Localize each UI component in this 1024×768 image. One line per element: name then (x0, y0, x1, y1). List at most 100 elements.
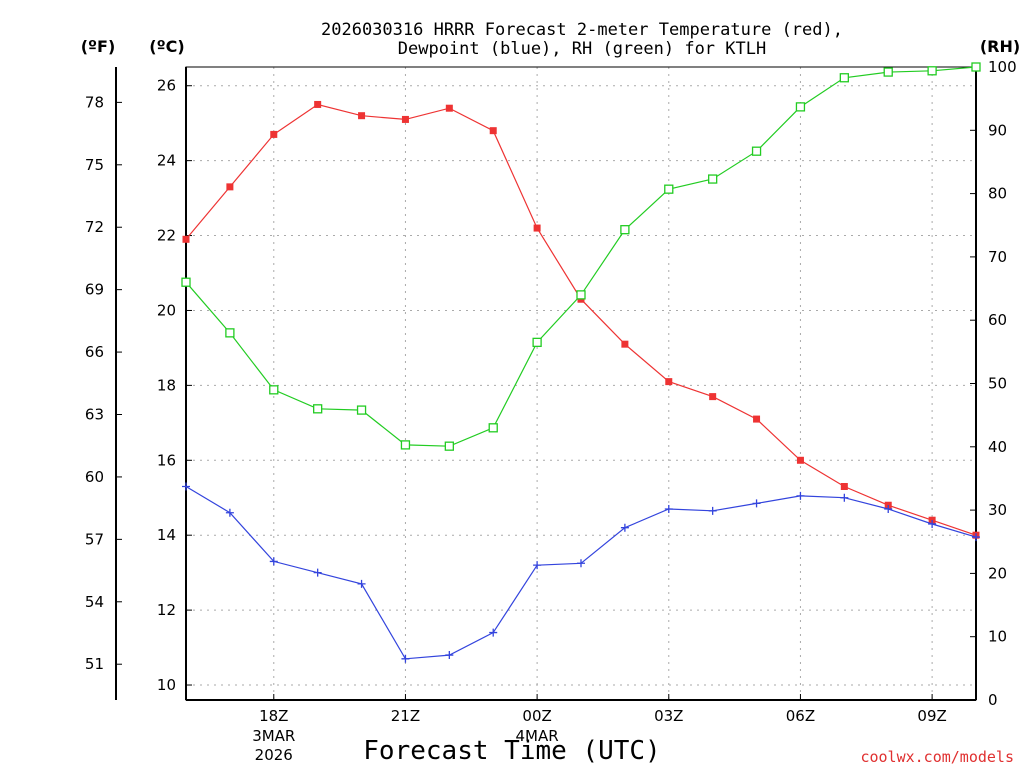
dewpoint-point (796, 491, 805, 500)
rh-point (181, 277, 191, 287)
rh-tick-label: 100 (988, 58, 1017, 76)
temperature-point (358, 112, 366, 120)
rh-point (708, 174, 718, 184)
temperature-line (185, 103, 977, 536)
dewpoint-point (533, 561, 542, 570)
rh-tick-label: 70 (988, 248, 1007, 266)
credit-text: coolwx.com/models (860, 748, 1014, 766)
rh-point (751, 146, 762, 156)
dewpoint-point (708, 506, 717, 515)
dewpoint-point (225, 508, 234, 517)
rh-tick-label: 80 (988, 185, 1007, 203)
dewpoint-point (313, 568, 322, 577)
dewpoint-point (577, 559, 585, 568)
celsius-tick-label: 14 (157, 526, 176, 544)
celsius-tick-label: 22 (157, 227, 176, 245)
time-tick-year-label: 2026 (255, 746, 293, 764)
time-tick-date-label: 4MAR (516, 727, 559, 745)
fahrenheit-tick-label: 54 (85, 593, 104, 611)
rh-point (400, 440, 411, 450)
celsius-tick-label: 26 (157, 77, 176, 95)
axes: 10 12 14 16 18 20 22 24 26 51 54 57 60 63 66 69 72 75 78 0 1… (85, 58, 1017, 764)
rh-point (927, 66, 937, 76)
dewpoint-point (620, 523, 629, 532)
unit-fahrenheit-label: (ºF) (81, 37, 116, 56)
temperature-point (753, 415, 761, 423)
fahrenheit-tick-label: 57 (85, 530, 104, 548)
fahrenheit-tick-label: 66 (85, 343, 104, 361)
temperature-point (840, 483, 848, 491)
dewpoint-point (445, 651, 454, 660)
fahrenheit-tick-label: 63 (85, 406, 104, 424)
rh-point (269, 385, 279, 395)
temperature-point (621, 340, 629, 348)
rh-point (313, 404, 323, 414)
dewpoint-point (269, 557, 278, 566)
dewpoint-point (664, 504, 673, 513)
dewpoint-point (752, 499, 761, 508)
unit-celsius-label: (ºC) (149, 37, 184, 56)
time-tick-date-label: 3MAR (252, 727, 295, 745)
celsius-tick-label: 10 (157, 676, 176, 694)
grid (186, 67, 976, 700)
rh-point (444, 441, 454, 451)
time-tick-label: 06Z (786, 707, 815, 725)
time-tick-label: 18Z (259, 707, 288, 725)
temperature-point (796, 456, 804, 464)
rh-point (795, 102, 806, 112)
celsius-tick-label: 24 (157, 152, 176, 170)
unit-rh-label: (RH) (980, 37, 1020, 56)
time-tick-label: 09Z (917, 707, 946, 725)
rh-point (488, 423, 498, 433)
rh-tick-label: 20 (988, 564, 1007, 582)
data-series (181, 62, 981, 663)
celsius-tick-label: 20 (157, 301, 176, 319)
dewpoint-point (182, 482, 190, 491)
fahrenheit-tick-label: 75 (85, 156, 104, 174)
rh-tick-label: 50 (988, 375, 1007, 393)
dewpoint-point (489, 628, 498, 637)
temperature-point (401, 115, 409, 123)
temperature-point (226, 183, 234, 191)
rh-point (839, 73, 849, 83)
dewpoint-point (840, 493, 849, 502)
fahrenheit-tick-label: 51 (85, 655, 104, 673)
temperature-point (709, 393, 717, 401)
rh-point (576, 290, 586, 300)
temperature-point (533, 224, 541, 232)
rh-point (532, 337, 542, 348)
rh-point (971, 62, 981, 72)
rh-point (620, 225, 630, 235)
chart-title-line1: 2026030316 HRRR Forecast 2-meter Tempera… (321, 20, 843, 40)
rh-tick-label: 0 (988, 691, 998, 709)
plot-frame (185, 66, 977, 701)
celsius-tick-label: 16 (157, 451, 176, 469)
rh-tick-label: 60 (988, 311, 1007, 329)
dewpoint-point (972, 533, 980, 542)
temperature-point (182, 235, 190, 243)
chart-title-line2: Dewpoint (blue), RH (green) for KTLH (398, 39, 766, 59)
rh-point (883, 67, 893, 77)
rh-line (185, 66, 977, 447)
time-tick-label: 21Z (391, 707, 420, 725)
fahrenheit-tick-label: 72 (85, 218, 104, 236)
temperature-point (489, 127, 497, 135)
dewpoint-point (357, 579, 366, 588)
dewpoint-point (928, 519, 937, 528)
dewpoint-line (185, 485, 977, 660)
dewpoint-point (401, 654, 410, 663)
x-axis-label: Forecast Time (UTC) (363, 736, 660, 766)
celsius-tick-label: 12 (157, 601, 176, 619)
rh-tick-label: 10 (988, 628, 1007, 646)
rh-point (664, 184, 674, 194)
temperature-point (270, 130, 278, 138)
rh-tick-label: 40 (988, 438, 1007, 456)
fahrenheit-tick-label: 78 (85, 93, 104, 111)
fahrenheit-tick-label: 69 (85, 281, 104, 299)
temperature-point (314, 100, 322, 108)
rh-point (356, 405, 367, 415)
dewpoint-point (884, 504, 893, 513)
rh-tick-label: 30 (988, 501, 1007, 519)
rh-tick-label: 90 (988, 121, 1007, 139)
